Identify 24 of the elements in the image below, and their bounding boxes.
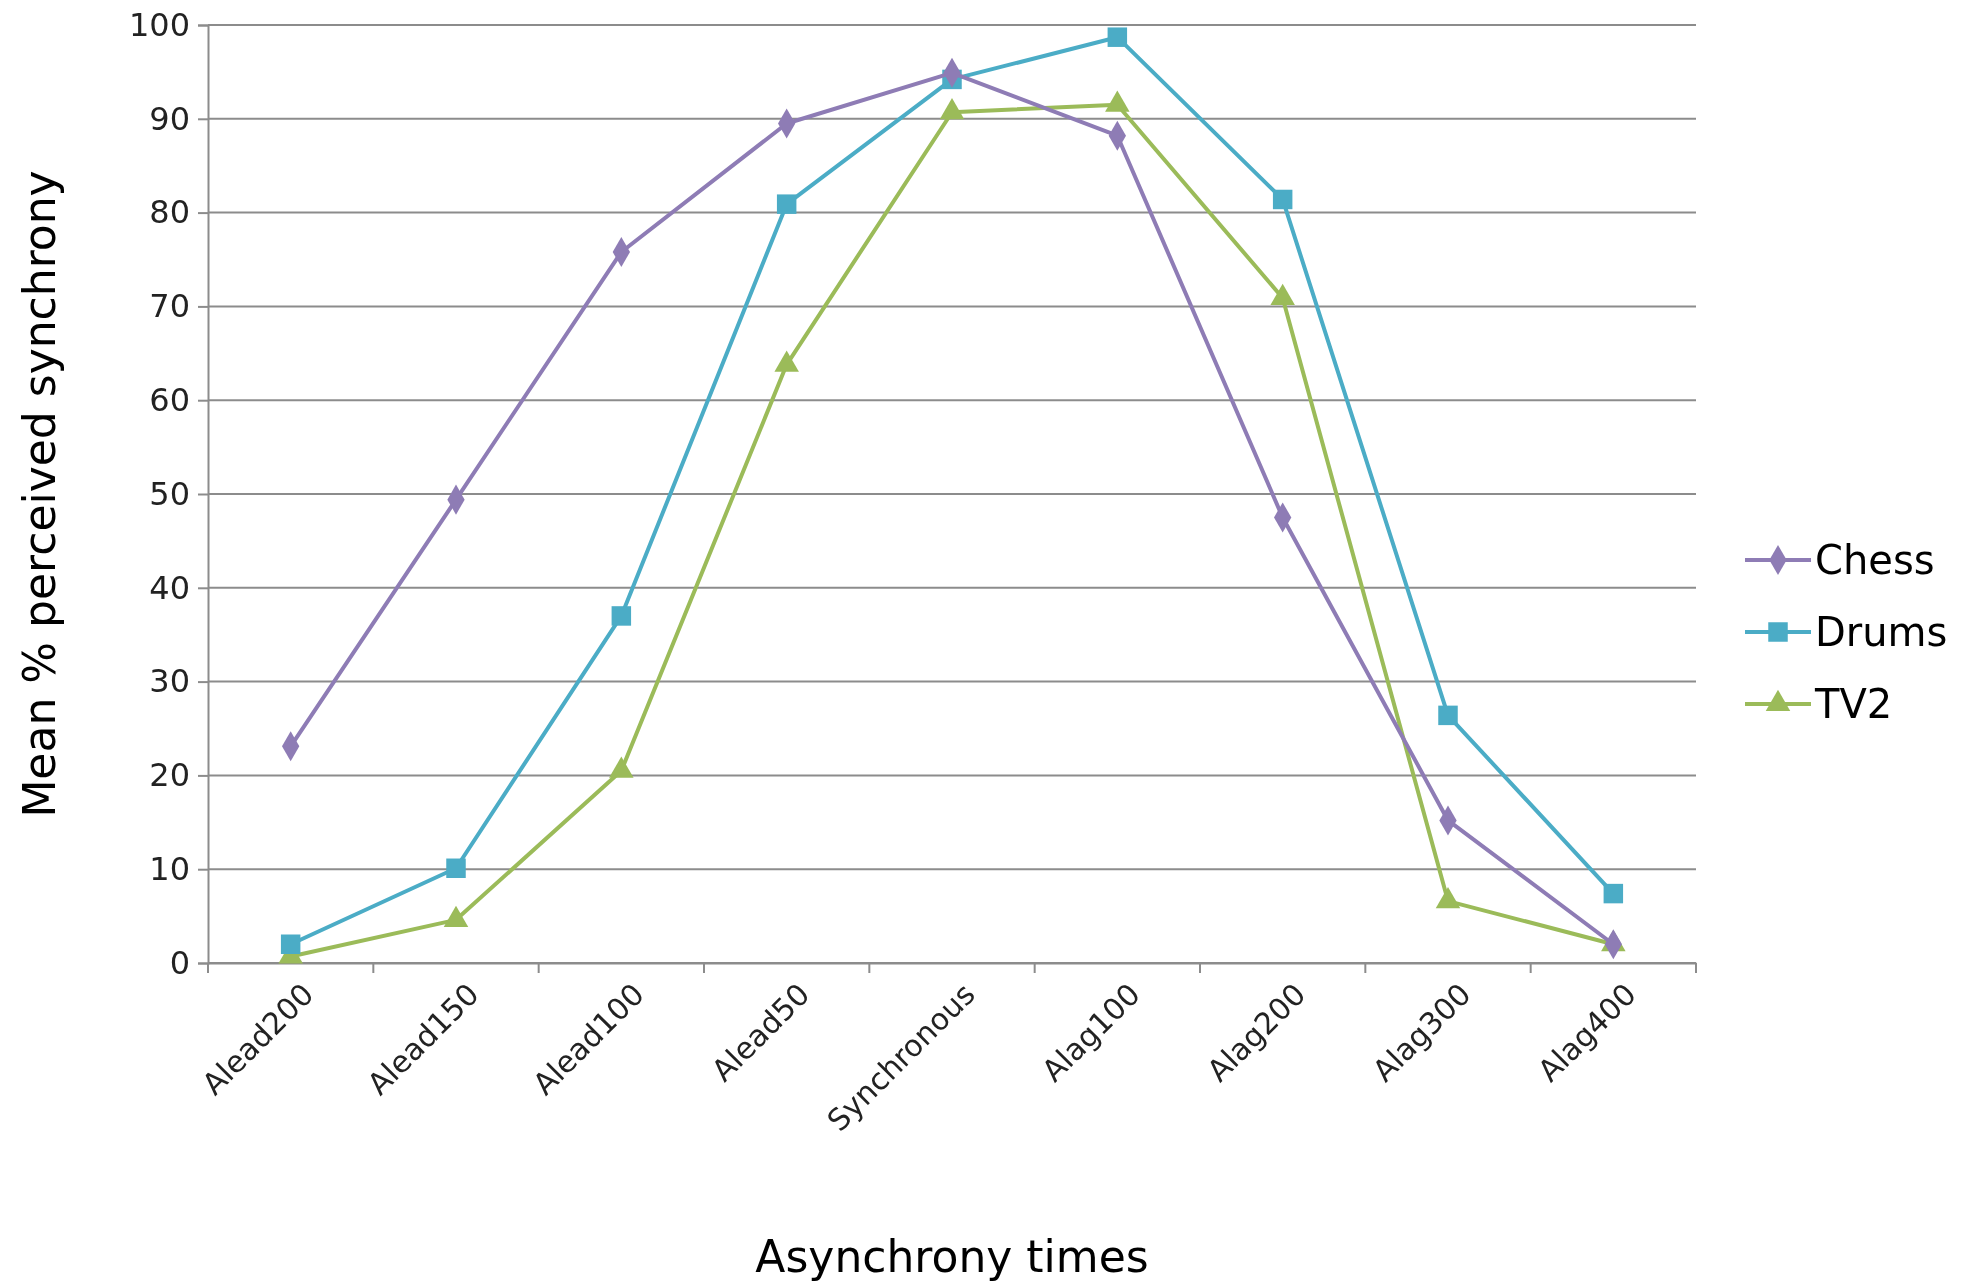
y-tick-label: 20 — [149, 756, 190, 795]
point — [1272, 189, 1293, 210]
point — [1107, 27, 1128, 47]
y-tick-label: 90 — [149, 99, 190, 138]
y-tick-label: 0 — [169, 943, 190, 982]
y-tick-label: 10 — [149, 849, 190, 888]
y-tick-label: 60 — [149, 380, 190, 419]
y-tick-label: 30 — [149, 662, 190, 701]
y-tick-label: 40 — [149, 568, 190, 607]
y-tick-label: 100 — [128, 5, 190, 44]
point — [446, 858, 466, 879]
y-tick-label: 70 — [149, 287, 190, 326]
point — [776, 194, 797, 214]
legend-label: Chess — [1815, 537, 1935, 583]
point — [280, 934, 301, 954]
y-tick-label: 50 — [149, 474, 190, 513]
point — [1438, 705, 1458, 726]
point — [611, 606, 632, 626]
legend-label: Drums — [1815, 609, 1948, 655]
point — [1603, 883, 1624, 904]
y-tick-label: 80 — [149, 193, 190, 232]
y-axis-title: Mean % perceived synchrony — [14, 170, 65, 818]
legend-label: TV2 — [1814, 681, 1893, 727]
x-axis-title: Asynchrony times — [755, 1231, 1149, 1282]
